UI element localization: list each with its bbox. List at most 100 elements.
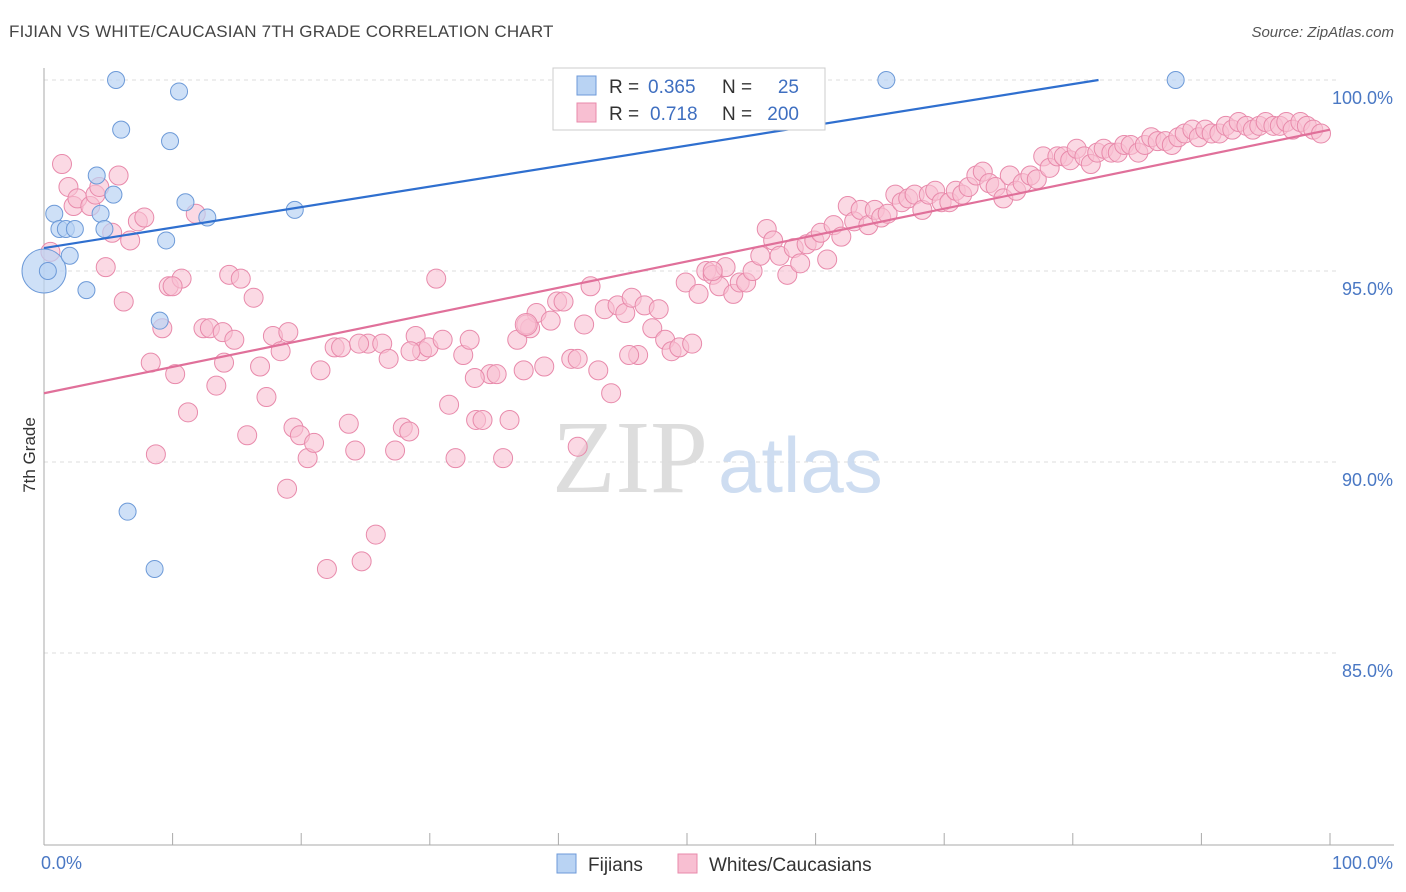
legend-r-label-1: R = [609, 77, 639, 98]
trend-lines [43, 78, 1331, 395]
legend: R = 0.365 N = 25 R = 0.718 N = 200 [552, 67, 826, 131]
white-point [553, 291, 574, 312]
fijian-point [176, 193, 195, 212]
white-point [277, 478, 298, 499]
white-point [790, 253, 811, 274]
white-point [162, 276, 183, 297]
white-point [574, 314, 595, 335]
x-tick-labels: 0.0% 100.0% [41, 853, 1393, 873]
watermark-atlas: atlas [718, 421, 883, 509]
white-point [224, 329, 245, 350]
gridlines [44, 79, 1338, 654]
white-point [464, 367, 485, 388]
white-point [385, 440, 406, 461]
white-point [682, 333, 703, 354]
legend-r-label-2: R = [609, 104, 639, 125]
white-point [243, 287, 264, 308]
white-point [472, 409, 493, 430]
white-point [534, 356, 555, 377]
white-point [351, 551, 372, 572]
white-point [648, 299, 669, 320]
white-point [365, 524, 386, 545]
whites-trend-line [43, 128, 1331, 395]
white-point [310, 360, 331, 381]
watermark-zip: ZIP [552, 400, 708, 515]
bottom-legend-label-fijians: Fijians [588, 855, 643, 876]
legend-n-label-2: N = [722, 104, 752, 125]
white-point [316, 558, 337, 579]
legend-n-value-2: 200 [767, 104, 799, 125]
y-axis-label: 7th Grade [20, 417, 39, 493]
fijian-point [118, 502, 137, 521]
white-point [349, 333, 370, 354]
axes [43, 68, 1394, 846]
fijian-point [91, 204, 110, 223]
white-point [513, 360, 534, 381]
fijian-point [60, 246, 79, 265]
white-point [278, 322, 299, 343]
y-tick-label-0: 85.0% [1342, 661, 1393, 681]
x-tick-label-1: 100.0% [1332, 853, 1393, 873]
legend-box [552, 67, 826, 131]
legend-swatch-fijians [576, 75, 597, 96]
white-point [777, 264, 798, 285]
y-tick-label-3: 100.0% [1332, 88, 1393, 108]
white-point [52, 154, 73, 175]
white-point [108, 165, 129, 186]
white-point [642, 318, 663, 339]
white-point [178, 402, 199, 423]
x-tick-label-0: 0.0% [41, 853, 82, 873]
white-point [459, 329, 480, 350]
white-point [439, 394, 460, 415]
white-point [345, 440, 366, 461]
white-point [426, 268, 447, 289]
white-point [817, 249, 838, 270]
white-point [445, 448, 466, 469]
white-point [304, 432, 325, 453]
fijian-point [38, 262, 57, 280]
bottom-legend-swatch-whites [677, 853, 698, 874]
white-point [567, 348, 588, 369]
fijian-point [157, 231, 176, 250]
white-point [237, 425, 258, 446]
fijian-point [161, 132, 180, 151]
white-point [378, 348, 399, 369]
fijian-point [170, 82, 189, 101]
legend-n-value-1: 25 [778, 77, 799, 98]
bottom-legend-label-whites: Whites/Caucasians [709, 855, 872, 876]
white-point [540, 310, 561, 331]
white-point [486, 364, 507, 385]
white-point [432, 329, 453, 350]
white-point [750, 245, 771, 266]
white-point [145, 444, 166, 465]
bottom-legend-swatch-fijians [556, 853, 577, 874]
fijian-point [877, 71, 896, 89]
y-tick-label-2: 95.0% [1342, 279, 1393, 299]
white-point [702, 261, 723, 281]
y-tick-label-1: 90.0% [1342, 470, 1393, 490]
fijians-points [21, 71, 1185, 578]
legend-n-label-1: N = [722, 77, 752, 98]
white-point-large [514, 312, 538, 336]
fijian-point [77, 281, 96, 300]
chart-title: FIJIAN VS WHITE/CAUCASIAN 7TH GRADE CORR… [9, 22, 554, 41]
fijians-trend-line [43, 78, 1099, 250]
fijian-point [1166, 71, 1185, 89]
white-point [601, 383, 622, 404]
white-point [134, 207, 155, 228]
white-point [338, 413, 359, 434]
fijian-point [104, 185, 123, 204]
fijian-point [107, 71, 126, 89]
chart-source: Source: ZipAtlas.com [1251, 24, 1394, 41]
legend-r-value-1: 0.365 [648, 77, 696, 98]
fijian-point [150, 311, 169, 330]
legend-swatch-whites [576, 102, 597, 123]
fijian-point [112, 120, 131, 139]
white-point [206, 375, 227, 396]
fijian-point [87, 166, 106, 185]
fijian-point [145, 559, 164, 578]
white-point [619, 345, 640, 366]
fijian-point [95, 219, 114, 238]
watermark: ZIP atlas [552, 400, 883, 515]
